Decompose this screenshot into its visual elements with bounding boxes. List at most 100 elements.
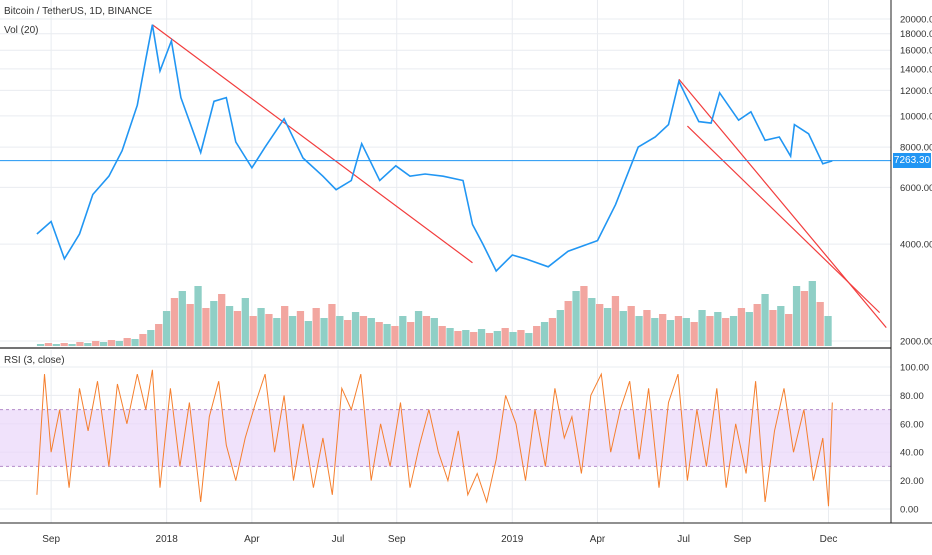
volume-bar bbox=[627, 306, 635, 346]
volume-bar bbox=[745, 312, 753, 346]
volume-bar bbox=[36, 344, 45, 346]
volume-bar bbox=[383, 324, 391, 346]
volume-bar bbox=[367, 318, 375, 346]
volume-bar bbox=[737, 308, 746, 346]
volume-bar bbox=[540, 322, 549, 346]
volume-bar bbox=[808, 281, 816, 346]
volume-bar bbox=[257, 308, 265, 346]
time-tick-label: Jul bbox=[677, 534, 690, 545]
volume-bar bbox=[210, 301, 218, 346]
rsi-tick-label: 0.00 bbox=[900, 505, 919, 516]
volume-bar bbox=[281, 306, 289, 346]
rsi-tick-label: 20.00 bbox=[900, 476, 924, 487]
volume-bar bbox=[462, 330, 470, 346]
trendlines[interactable] bbox=[152, 24, 887, 329]
time-axis[interactable]: Sep 2018 Apr Jul Sep 2019 Apr Jul Sep Dec bbox=[42, 534, 837, 545]
volume-bar bbox=[635, 316, 643, 346]
volume-bar bbox=[162, 311, 171, 346]
volume-bar bbox=[115, 341, 123, 346]
volume-bar bbox=[139, 334, 147, 346]
time-tick-label: Jul bbox=[332, 534, 345, 545]
price-series-line bbox=[36, 24, 833, 273]
volume-bar bbox=[769, 310, 777, 346]
volume-bar bbox=[76, 342, 84, 346]
time-tick-label: 2019 bbox=[501, 534, 524, 545]
rsi-tick-label: 80.00 bbox=[900, 391, 924, 402]
volume-bar bbox=[596, 304, 604, 346]
rsi-axis[interactable]: 0.00 20.00 40.00 60.00 80.00 100.00 bbox=[900, 363, 929, 516]
volume-bar bbox=[430, 318, 438, 346]
volume-bar bbox=[107, 340, 116, 346]
time-tick-label: Dec bbox=[820, 534, 838, 545]
volume-bar bbox=[60, 343, 68, 346]
volume-bar bbox=[714, 312, 722, 346]
volume-bar bbox=[399, 316, 407, 346]
volume-bar bbox=[44, 343, 53, 346]
volume-bar bbox=[328, 304, 336, 346]
volume-bar bbox=[753, 304, 761, 346]
volume-bar bbox=[422, 316, 431, 346]
price-tick-label: 18000.00 bbox=[900, 29, 932, 40]
volume-bar bbox=[359, 316, 368, 346]
price-axis[interactable]: 2000.00 4000.00 6000.00 8000.00 10000.00 1200… bbox=[900, 15, 932, 348]
volume-bar bbox=[454, 331, 462, 346]
volume-bar bbox=[690, 322, 698, 346]
rsi-legend[interactable]: RSI (3, close) bbox=[4, 355, 65, 366]
volume-bar bbox=[186, 304, 194, 346]
volume-bar bbox=[170, 298, 179, 346]
volume-bar bbox=[485, 333, 494, 346]
volume-bar bbox=[241, 298, 249, 346]
volume-bar bbox=[218, 294, 226, 346]
trendline bbox=[678, 78, 887, 329]
trendline bbox=[687, 125, 881, 314]
volume-bar bbox=[296, 311, 305, 346]
price-tick-label: 4000.00 bbox=[900, 240, 932, 251]
volume-bar bbox=[651, 318, 659, 346]
volume-bar bbox=[682, 318, 690, 346]
time-tick-label: Apr bbox=[244, 534, 260, 545]
volume-bar bbox=[572, 291, 580, 346]
volume-bar bbox=[588, 298, 596, 346]
volume-bar bbox=[407, 322, 415, 346]
volume-bar bbox=[722, 318, 730, 346]
main-series-legend[interactable]: Bitcoin / TetherUS, 1D, BINANCE bbox=[4, 6, 153, 17]
time-tick-label: Apr bbox=[590, 534, 606, 545]
volume-bar bbox=[68, 344, 76, 346]
volume-bar bbox=[509, 332, 517, 346]
volume-bar bbox=[556, 310, 564, 346]
rsi-tick-label: 40.00 bbox=[900, 448, 924, 459]
volume-bar bbox=[155, 324, 163, 346]
volume-bar bbox=[666, 320, 675, 346]
volume-bar bbox=[225, 306, 234, 346]
price-tick-label: 10000.00 bbox=[900, 111, 932, 122]
rsi-tick-label: 100.00 bbox=[900, 363, 929, 374]
volume-bar bbox=[777, 306, 785, 346]
volume-bar bbox=[493, 331, 501, 346]
volume-bar bbox=[698, 310, 706, 346]
volume-bar bbox=[659, 314, 667, 346]
volume-bar bbox=[52, 344, 60, 346]
volume-bars bbox=[36, 281, 832, 346]
volume-bar bbox=[824, 316, 832, 346]
rsi-band bbox=[0, 409, 891, 467]
volume-bar bbox=[792, 286, 801, 346]
volume-bar bbox=[706, 316, 714, 346]
volume-bar bbox=[288, 316, 297, 346]
volume-bar bbox=[729, 316, 738, 346]
volume-bar bbox=[123, 338, 131, 346]
trendline bbox=[152, 24, 473, 264]
volume-legend[interactable]: Vol (20) bbox=[4, 25, 39, 36]
volume-bar bbox=[84, 343, 92, 346]
price-tick-label: 16000.00 bbox=[900, 46, 932, 57]
main-price-grid bbox=[0, 0, 891, 346]
rsi-series-line bbox=[36, 369, 833, 507]
volume-bar bbox=[533, 326, 541, 346]
volume-bar bbox=[446, 328, 454, 346]
volume-bar bbox=[336, 316, 344, 346]
volume-bar bbox=[477, 329, 486, 346]
volume-bar bbox=[548, 318, 557, 346]
volume-bar bbox=[351, 312, 360, 346]
volume-bar bbox=[501, 328, 509, 346]
